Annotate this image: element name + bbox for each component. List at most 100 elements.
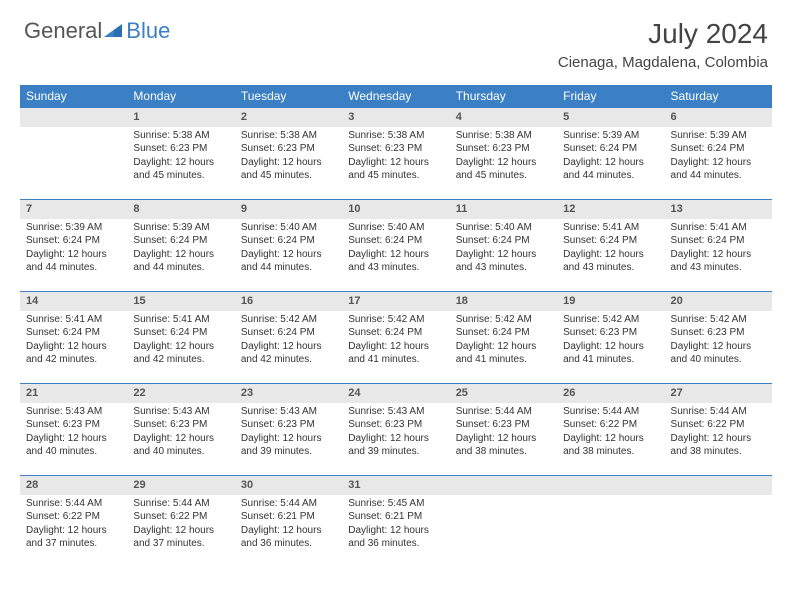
day-details: Sunrise: 5:41 AMSunset: 6:24 PMDaylight:… (127, 311, 234, 371)
sunrise-line: Sunrise: 5:38 AM (456, 129, 551, 143)
day-number: 12 (557, 199, 664, 219)
day-header: Friday (557, 85, 664, 107)
calendar-day-cell: 4Sunrise: 5:38 AMSunset: 6:23 PMDaylight… (450, 107, 557, 199)
calendar-day-cell: 27Sunrise: 5:44 AMSunset: 6:22 PMDayligh… (665, 383, 772, 475)
day-details: Sunrise: 5:40 AMSunset: 6:24 PMDaylight:… (450, 219, 557, 279)
day-number: 10 (342, 199, 449, 219)
sunset-line: Sunset: 6:24 PM (671, 234, 766, 248)
sunset-line: Sunset: 6:23 PM (456, 418, 551, 432)
daylight-line: Daylight: 12 hours and 41 minutes. (456, 340, 551, 367)
calendar-day-cell (557, 475, 664, 567)
day-number: 20 (665, 291, 772, 311)
daylight-line: Daylight: 12 hours and 39 minutes. (348, 432, 443, 459)
day-header-row: SundayMondayTuesdayWednesdayThursdayFrid… (20, 85, 772, 107)
day-number: 4 (450, 107, 557, 127)
calendar-day-cell: 2Sunrise: 5:38 AMSunset: 6:23 PMDaylight… (235, 107, 342, 199)
calendar-day-cell: 18Sunrise: 5:42 AMSunset: 6:24 PMDayligh… (450, 291, 557, 383)
calendar-day-cell: 20Sunrise: 5:42 AMSunset: 6:23 PMDayligh… (665, 291, 772, 383)
daylight-line: Daylight: 12 hours and 39 minutes. (241, 432, 336, 459)
daylight-line: Daylight: 12 hours and 40 minutes. (26, 432, 121, 459)
sunset-line: Sunset: 6:24 PM (26, 326, 121, 340)
calendar-day-cell: 8Sunrise: 5:39 AMSunset: 6:24 PMDaylight… (127, 199, 234, 291)
sunrise-line: Sunrise: 5:42 AM (671, 313, 766, 327)
sunset-line: Sunset: 6:23 PM (26, 418, 121, 432)
day-number: 3 (342, 107, 449, 127)
day-details: Sunrise: 5:39 AMSunset: 6:24 PMDaylight:… (665, 127, 772, 187)
header: General Blue July 2024 Cienaga, Magdalen… (0, 0, 792, 79)
sunset-line: Sunset: 6:24 PM (133, 326, 228, 340)
day-details: Sunrise: 5:38 AMSunset: 6:23 PMDaylight:… (450, 127, 557, 187)
calendar-day-cell: 26Sunrise: 5:44 AMSunset: 6:22 PMDayligh… (557, 383, 664, 475)
sunrise-line: Sunrise: 5:44 AM (241, 497, 336, 511)
sunrise-line: Sunrise: 5:42 AM (241, 313, 336, 327)
sunrise-line: Sunrise: 5:39 AM (26, 221, 121, 235)
calendar-day-cell: 25Sunrise: 5:44 AMSunset: 6:23 PMDayligh… (450, 383, 557, 475)
daylight-line: Daylight: 12 hours and 45 minutes. (241, 156, 336, 183)
day-details: Sunrise: 5:40 AMSunset: 6:24 PMDaylight:… (342, 219, 449, 279)
daylight-line: Daylight: 12 hours and 37 minutes. (133, 524, 228, 551)
day-number: 13 (665, 199, 772, 219)
sunrise-line: Sunrise: 5:44 AM (26, 497, 121, 511)
sunset-line: Sunset: 6:24 PM (563, 142, 658, 156)
day-details: Sunrise: 5:38 AMSunset: 6:23 PMDaylight:… (127, 127, 234, 187)
day-details: Sunrise: 5:39 AMSunset: 6:24 PMDaylight:… (127, 219, 234, 279)
sunrise-line: Sunrise: 5:39 AM (671, 129, 766, 143)
daylight-line: Daylight: 12 hours and 36 minutes. (348, 524, 443, 551)
day-number: 14 (20, 291, 127, 311)
calendar-day-cell: 28Sunrise: 5:44 AMSunset: 6:22 PMDayligh… (20, 475, 127, 567)
sunset-line: Sunset: 6:23 PM (241, 142, 336, 156)
day-number: 22 (127, 383, 234, 403)
day-details: Sunrise: 5:42 AMSunset: 6:23 PMDaylight:… (665, 311, 772, 371)
daylight-line: Daylight: 12 hours and 43 minutes. (456, 248, 551, 275)
sunrise-line: Sunrise: 5:42 AM (563, 313, 658, 327)
day-details: Sunrise: 5:45 AMSunset: 6:21 PMDaylight:… (342, 495, 449, 555)
day-number: 25 (450, 383, 557, 403)
sunrise-line: Sunrise: 5:42 AM (348, 313, 443, 327)
daylight-line: Daylight: 12 hours and 45 minutes. (456, 156, 551, 183)
location-text: Cienaga, Magdalena, Colombia (558, 54, 768, 71)
sunset-line: Sunset: 6:24 PM (133, 234, 228, 248)
daylight-line: Daylight: 12 hours and 43 minutes. (563, 248, 658, 275)
sunset-line: Sunset: 6:24 PM (241, 326, 336, 340)
daylight-line: Daylight: 12 hours and 38 minutes. (563, 432, 658, 459)
sunset-line: Sunset: 6:23 PM (671, 326, 766, 340)
day-number: 2 (235, 107, 342, 127)
sunset-line: Sunset: 6:22 PM (26, 510, 121, 524)
day-details: Sunrise: 5:44 AMSunset: 6:21 PMDaylight:… (235, 495, 342, 555)
sunrise-line: Sunrise: 5:43 AM (26, 405, 121, 419)
daylight-line: Daylight: 12 hours and 36 minutes. (241, 524, 336, 551)
day-details: Sunrise: 5:44 AMSunset: 6:23 PMDaylight:… (450, 403, 557, 463)
daylight-line: Daylight: 12 hours and 44 minutes. (671, 156, 766, 183)
calendar-week-row: 21Sunrise: 5:43 AMSunset: 6:23 PMDayligh… (20, 383, 772, 475)
day-number: 9 (235, 199, 342, 219)
sunset-line: Sunset: 6:21 PM (348, 510, 443, 524)
sunrise-line: Sunrise: 5:40 AM (241, 221, 336, 235)
day-details: Sunrise: 5:43 AMSunset: 6:23 PMDaylight:… (20, 403, 127, 463)
day-details: Sunrise: 5:41 AMSunset: 6:24 PMDaylight:… (20, 311, 127, 371)
daylight-line: Daylight: 12 hours and 44 minutes. (563, 156, 658, 183)
day-header: Thursday (450, 85, 557, 107)
day-details: Sunrise: 5:44 AMSunset: 6:22 PMDaylight:… (127, 495, 234, 555)
logo: General Blue (24, 18, 170, 44)
daylight-line: Daylight: 12 hours and 45 minutes. (348, 156, 443, 183)
day-number: 21 (20, 383, 127, 403)
calendar-day-cell (20, 107, 127, 199)
calendar-day-cell: 5Sunrise: 5:39 AMSunset: 6:24 PMDaylight… (557, 107, 664, 199)
calendar-week-row: 7Sunrise: 5:39 AMSunset: 6:24 PMDaylight… (20, 199, 772, 291)
calendar-day-cell: 14Sunrise: 5:41 AMSunset: 6:24 PMDayligh… (20, 291, 127, 383)
day-details: Sunrise: 5:44 AMSunset: 6:22 PMDaylight:… (665, 403, 772, 463)
sunset-line: Sunset: 6:24 PM (671, 142, 766, 156)
day-header: Sunday (20, 85, 127, 107)
calendar-body: 1Sunrise: 5:38 AMSunset: 6:23 PMDaylight… (20, 107, 772, 567)
day-number: 27 (665, 383, 772, 403)
day-details: Sunrise: 5:42 AMSunset: 6:23 PMDaylight:… (557, 311, 664, 371)
calendar-day-cell: 19Sunrise: 5:42 AMSunset: 6:23 PMDayligh… (557, 291, 664, 383)
calendar-day-cell: 7Sunrise: 5:39 AMSunset: 6:24 PMDaylight… (20, 199, 127, 291)
sunset-line: Sunset: 6:24 PM (456, 234, 551, 248)
sunset-line: Sunset: 6:24 PM (348, 326, 443, 340)
day-number (450, 475, 557, 495)
calendar-day-cell: 17Sunrise: 5:42 AMSunset: 6:24 PMDayligh… (342, 291, 449, 383)
day-details: Sunrise: 5:39 AMSunset: 6:24 PMDaylight:… (20, 219, 127, 279)
daylight-line: Daylight: 12 hours and 38 minutes. (456, 432, 551, 459)
sunset-line: Sunset: 6:24 PM (563, 234, 658, 248)
